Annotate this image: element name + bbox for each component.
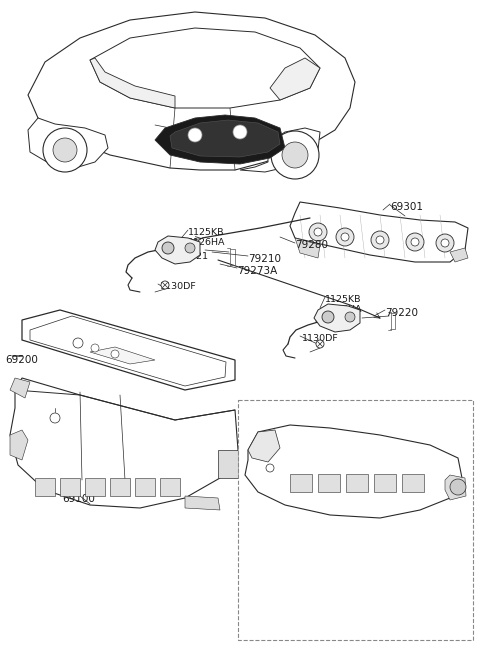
Polygon shape: [270, 58, 320, 100]
Polygon shape: [10, 378, 30, 398]
Polygon shape: [450, 248, 468, 262]
Circle shape: [73, 338, 83, 348]
Circle shape: [53, 138, 77, 162]
Polygon shape: [155, 236, 200, 264]
Polygon shape: [35, 478, 55, 496]
Bar: [238, 400, 473, 640]
Text: 1130DF: 1130DF: [160, 282, 197, 291]
Polygon shape: [170, 120, 280, 157]
Polygon shape: [90, 58, 175, 108]
Polygon shape: [346, 474, 368, 492]
Polygon shape: [290, 202, 468, 262]
Circle shape: [161, 281, 169, 289]
Circle shape: [371, 231, 389, 249]
Text: 86421: 86421: [314, 316, 344, 325]
Circle shape: [271, 131, 319, 179]
Circle shape: [436, 234, 454, 252]
Text: 1126HA: 1126HA: [325, 305, 362, 314]
Text: 1130DF: 1130DF: [302, 334, 339, 343]
Circle shape: [43, 128, 87, 172]
Polygon shape: [185, 496, 220, 510]
Circle shape: [376, 236, 384, 244]
Circle shape: [111, 350, 119, 358]
Polygon shape: [110, 478, 130, 496]
Polygon shape: [90, 347, 155, 364]
Polygon shape: [10, 430, 28, 460]
Circle shape: [322, 311, 334, 323]
Polygon shape: [155, 115, 285, 164]
Polygon shape: [295, 238, 320, 258]
Polygon shape: [60, 478, 80, 496]
Text: 79273A: 79273A: [237, 266, 277, 276]
Text: 1125KB: 1125KB: [188, 228, 225, 237]
Text: 79280: 79280: [295, 240, 328, 250]
Polygon shape: [90, 28, 320, 108]
Polygon shape: [28, 12, 355, 170]
Polygon shape: [402, 474, 424, 492]
Circle shape: [162, 242, 174, 254]
Text: (5DOOR): (5DOOR): [256, 410, 302, 420]
Circle shape: [266, 464, 274, 472]
Text: 1126HA: 1126HA: [188, 238, 226, 247]
Polygon shape: [85, 478, 105, 496]
Text: 79210: 79210: [248, 254, 281, 264]
Text: 1125KB: 1125KB: [325, 295, 361, 304]
Circle shape: [233, 125, 247, 139]
Circle shape: [91, 344, 99, 352]
Circle shape: [50, 413, 60, 423]
Circle shape: [282, 142, 308, 168]
Polygon shape: [135, 478, 155, 496]
Polygon shape: [22, 310, 235, 390]
Circle shape: [314, 228, 322, 236]
Circle shape: [316, 340, 324, 348]
Polygon shape: [445, 475, 466, 500]
Circle shape: [406, 233, 424, 251]
Polygon shape: [245, 425, 462, 518]
Text: 69100: 69100: [332, 448, 365, 458]
Polygon shape: [10, 378, 238, 508]
Circle shape: [188, 128, 202, 142]
Polygon shape: [314, 304, 360, 332]
Polygon shape: [248, 430, 280, 462]
Polygon shape: [318, 474, 340, 492]
Polygon shape: [218, 450, 238, 478]
Polygon shape: [28, 118, 108, 168]
Polygon shape: [240, 128, 320, 172]
Text: 69100: 69100: [62, 494, 95, 504]
Polygon shape: [160, 478, 180, 496]
Polygon shape: [30, 316, 226, 386]
Text: 79220: 79220: [385, 308, 418, 318]
Polygon shape: [290, 474, 312, 492]
Circle shape: [450, 479, 466, 495]
Polygon shape: [374, 474, 396, 492]
Circle shape: [441, 239, 449, 247]
Circle shape: [411, 238, 419, 246]
Text: 69200: 69200: [5, 355, 38, 365]
Text: 69301: 69301: [390, 202, 423, 212]
Circle shape: [345, 312, 355, 322]
Circle shape: [309, 223, 327, 241]
Circle shape: [341, 233, 349, 241]
Circle shape: [185, 243, 195, 253]
Text: 86421: 86421: [178, 252, 208, 261]
Circle shape: [336, 228, 354, 246]
